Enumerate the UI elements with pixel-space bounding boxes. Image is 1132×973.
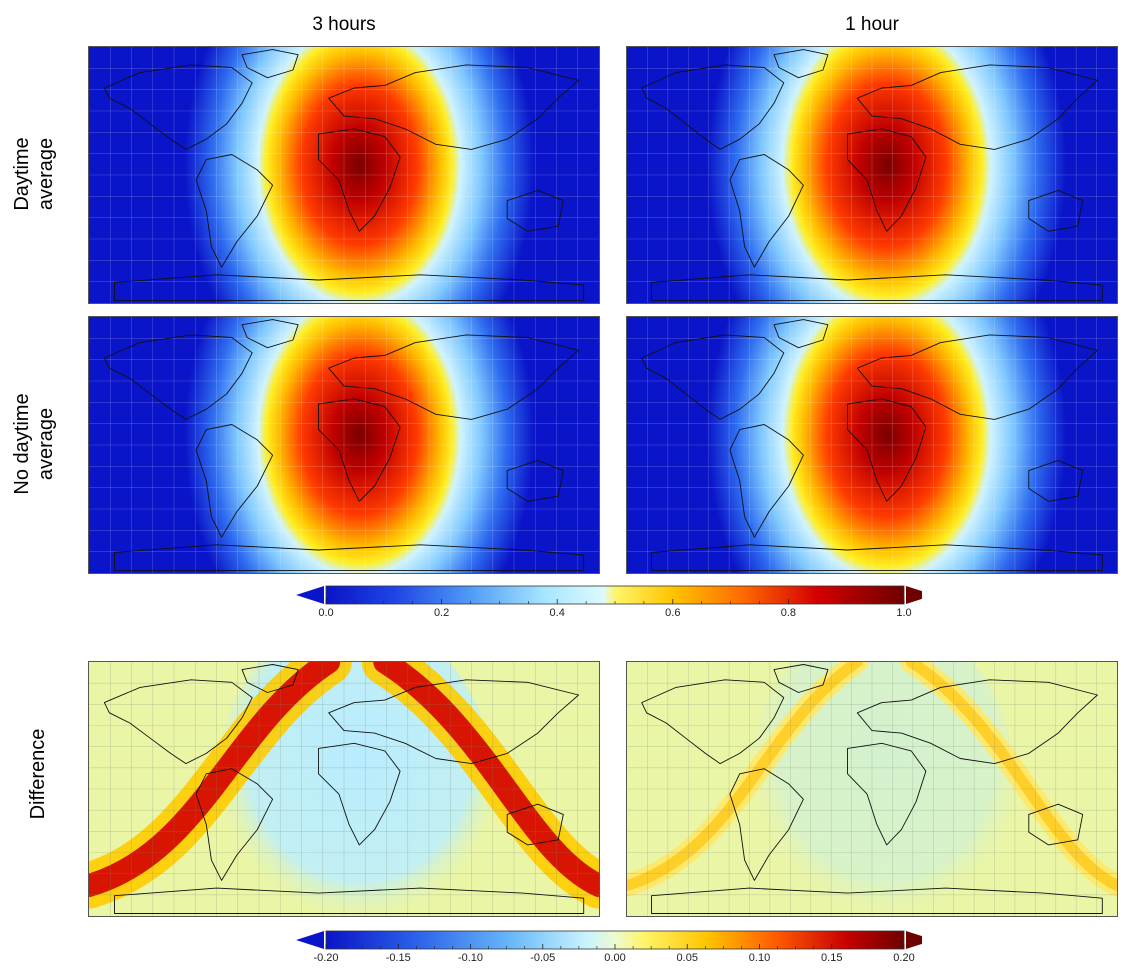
row-label-line2: average: [35, 137, 57, 211]
colorbar-top: 0.0 0.2 0.4 0.6 0.8 1.0: [296, 585, 922, 619]
row-label-daytime-average: Daytime average: [10, 137, 58, 210]
colorbar-tick-label: 0.10: [749, 952, 770, 964]
colorbar-tick-label: 0.00: [604, 952, 625, 964]
column-title-1-hour: 1 hour: [845, 14, 899, 35]
row-label-line1: Daytime: [11, 137, 33, 211]
row-label-difference: Difference: [27, 728, 49, 820]
colorbar-tick-label: 0.15: [821, 952, 842, 964]
row-label-no-daytime-average: No daytime average: [10, 393, 58, 494]
column-title-3-hours: 3 hours: [312, 14, 376, 35]
colorbar-tick-label: 0.20: [893, 952, 914, 964]
map-daytime-3-hours: [88, 46, 600, 304]
map-canvas: [627, 662, 1117, 916]
map-canvas: [627, 47, 1117, 303]
colorbar-tick-label: 0.8: [781, 607, 796, 619]
map-daytime-1-hour: [626, 46, 1118, 304]
map-canvas: [627, 317, 1117, 573]
map-no-daytime-3-hours: [88, 316, 600, 574]
row-label-line2: average: [35, 407, 57, 481]
colorbar-tick-label: 0.6: [665, 607, 680, 619]
colorbar-tick-label: 0.4: [550, 607, 565, 619]
map-difference-1-hour: [626, 661, 1118, 917]
map-canvas: [89, 47, 599, 303]
colorbar-tick-label: -0.15: [386, 952, 411, 964]
colorbar-tick-label: 0.2: [434, 607, 449, 619]
row-label-line1: No daytime: [11, 393, 33, 495]
colorbar-bottom: -0.20 -0.15 -0.10 -0.05 0.00 0.05 0.10 0.15 0.20: [296, 930, 922, 964]
colorbar-tick-label: -0.10: [458, 952, 483, 964]
colorbar-tick-label: 0.05: [677, 952, 698, 964]
map-canvas: [89, 317, 599, 573]
map-canvas: [89, 662, 599, 916]
colorbar-tick-label: -0.05: [530, 952, 555, 964]
colorbar-tick-label: 0.0: [318, 607, 333, 619]
map-difference-3-hours: [88, 661, 600, 917]
colorbar-tick-label: -0.20: [313, 952, 338, 964]
colorbar-tick-label: 1.0: [896, 607, 911, 619]
map-no-daytime-1-hour: [626, 316, 1118, 574]
